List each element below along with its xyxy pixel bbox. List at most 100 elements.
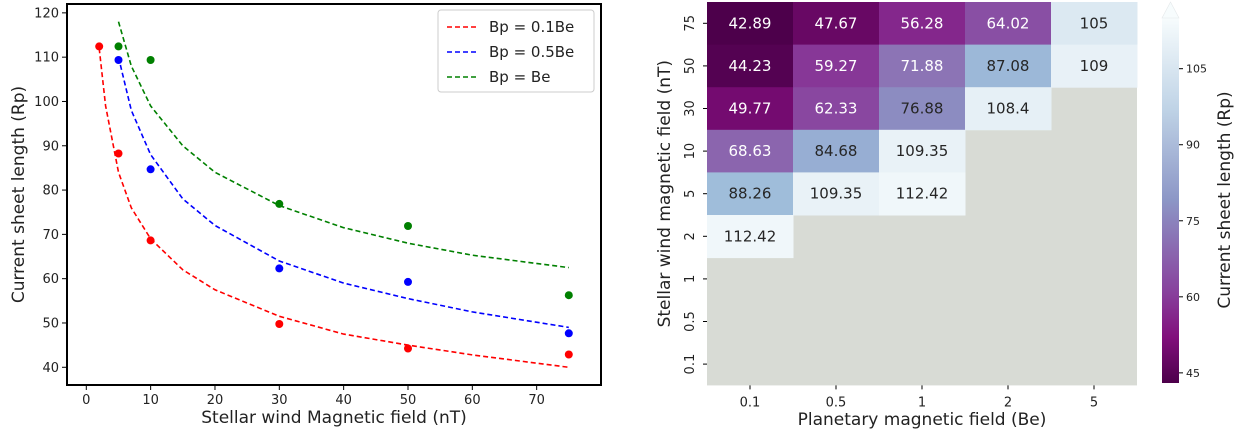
heatmap-cell bbox=[707, 2, 794, 46]
x-tick-label: 20 bbox=[207, 393, 224, 408]
heatmap-cell-label: 44.23 bbox=[729, 57, 772, 75]
data-point-series-1 bbox=[404, 277, 412, 286]
y-tick-label: 50 bbox=[42, 316, 59, 331]
heatmap-cell-label: 49.77 bbox=[729, 100, 772, 118]
y-axis-title: Stellar wind magnetic field (nT) bbox=[655, 60, 675, 327]
fit-curve-series-0 bbox=[98, 48, 569, 369]
data-point-series-0 bbox=[564, 350, 573, 359]
data-point-series-2 bbox=[564, 291, 573, 300]
x-tick-label: 60 bbox=[464, 393, 481, 408]
data-point-series-0 bbox=[95, 42, 104, 51]
heatmap-cell bbox=[707, 87, 794, 131]
heatmap-cell-label: 59.27 bbox=[815, 57, 858, 75]
y-tick-label: 30 bbox=[683, 100, 698, 117]
heatmap-cell-label: 42.89 bbox=[729, 14, 772, 32]
data-point-series-1 bbox=[564, 329, 573, 338]
heatmap-cell-label: 109.35 bbox=[896, 142, 949, 160]
data-point-series-2 bbox=[146, 56, 155, 64]
x-axis-title: Planetary magnetic field (Be) bbox=[798, 410, 1047, 430]
heatmap-cell bbox=[707, 129, 794, 173]
y-tick-label: 90 bbox=[42, 139, 59, 154]
legend-entry: Bp = 0.5Be bbox=[489, 43, 574, 61]
heatmap-cell bbox=[879, 44, 966, 88]
heatmap-cell-label: 56.28 bbox=[901, 14, 944, 32]
heatmap-cell bbox=[1051, 2, 1138, 46]
legend-entry: Bp = 0.1Be bbox=[489, 18, 574, 36]
heatmap-cell bbox=[793, 172, 880, 216]
heatmap-cell-label: 112.42 bbox=[896, 185, 949, 203]
colorbar-title: Current sheet length (Rp) bbox=[1215, 91, 1235, 308]
heatmap-chart: 42.89 47.67 56.28 64.02 105 44.23 59.27 71.88 87… bbox=[655, 1, 1235, 430]
heatmap-cell-label: 108.4 bbox=[987, 100, 1030, 118]
heatmap-cell-label: 68.63 bbox=[729, 142, 772, 160]
colorbar-extend-arrow bbox=[1161, 1, 1180, 19]
heatmap-cell bbox=[707, 44, 794, 88]
heatmap-cell-label: 112.42 bbox=[724, 227, 777, 245]
y-tick-label: 120 bbox=[34, 6, 59, 21]
y-tick-label: 0.5 bbox=[683, 311, 698, 332]
heatmap-cell-label: 76.88 bbox=[901, 100, 944, 118]
x-tick-label: 10 bbox=[142, 393, 159, 408]
heatmap-cell-label: 84.68 bbox=[815, 142, 858, 160]
legend-entry: Bp = Be bbox=[489, 68, 550, 86]
heatmap-cell-label: 88.26 bbox=[729, 185, 772, 203]
heatmap-cell-label: 71.88 bbox=[901, 57, 944, 75]
heatmap-cell-label: 109.35 bbox=[810, 185, 863, 203]
y-tick-label: 40 bbox=[42, 361, 59, 376]
y-tick-label: 0.1 bbox=[683, 354, 698, 375]
data-point-series-0 bbox=[404, 344, 412, 353]
y-tick-label: 50 bbox=[683, 58, 698, 75]
x-tick-label: 70 bbox=[528, 393, 545, 408]
heatmap-cell-label: 87.08 bbox=[987, 57, 1030, 75]
heatmap-cell bbox=[793, 2, 880, 46]
x-axis-title: Stellar wind Magnetic field (nT) bbox=[201, 408, 467, 428]
heatmap-cell bbox=[707, 215, 794, 259]
heatmap-cell bbox=[879, 129, 966, 173]
x-tick-label: 1 bbox=[918, 395, 926, 410]
y-tick-label: 60 bbox=[42, 272, 59, 287]
colorbar bbox=[1162, 18, 1179, 383]
colorbar-tick-label: 45 bbox=[1186, 367, 1200, 380]
fit-curve-series-2 bbox=[117, 21, 569, 269]
data-point-series-2 bbox=[114, 42, 123, 51]
colorbar-tick-label: 75 bbox=[1186, 215, 1200, 228]
colorbar-tick-label: 60 bbox=[1186, 291, 1200, 304]
y-tick-label: 110 bbox=[34, 51, 59, 66]
plot-frame bbox=[66, 3, 602, 386]
heatmap-cell bbox=[879, 87, 966, 131]
heatmap-cell-label: 47.67 bbox=[815, 14, 858, 32]
y-tick-label: 1 bbox=[683, 275, 698, 283]
data-point-series-2 bbox=[404, 222, 412, 230]
fit-curve-series-1 bbox=[117, 57, 569, 329]
y-tick-label: 2 bbox=[683, 232, 698, 240]
heatmap-cell bbox=[965, 2, 1052, 46]
x-tick-label: 30 bbox=[271, 393, 288, 408]
heatmap-cell bbox=[793, 44, 880, 88]
heatmap-cell bbox=[793, 129, 880, 173]
heatmap-cell-label: 62.33 bbox=[815, 100, 858, 118]
data-point-series-1 bbox=[146, 165, 155, 174]
heatmap-cell bbox=[965, 44, 1052, 88]
x-tick-label: 0.1 bbox=[740, 395, 761, 410]
heatmap-cell bbox=[793, 87, 880, 131]
x-tick-label: 0.5 bbox=[826, 395, 847, 410]
legend-box bbox=[437, 9, 595, 93]
heatmap-cell-label: 105 bbox=[1080, 14, 1109, 32]
data-point-series-0 bbox=[146, 236, 155, 245]
y-tick-label: 5 bbox=[683, 190, 698, 198]
line-scatter-chart: 0 10 20 30 40 50 60 70 40 50 60 70 80 90 100 110 120 Stel… bbox=[9, 3, 602, 428]
x-tick-label: 5 bbox=[1090, 395, 1098, 410]
heatmap-cell bbox=[879, 2, 966, 46]
y-tick-label: 70 bbox=[42, 228, 59, 243]
data-point-series-1 bbox=[275, 264, 284, 273]
colorbar-tick-label: 105 bbox=[1186, 63, 1207, 76]
heatmap-cell-label: 64.02 bbox=[987, 14, 1030, 32]
y-tick-label: 75 bbox=[683, 15, 698, 32]
y-tick-label: 100 bbox=[34, 95, 59, 110]
y-axis-title: Current sheet length (Rp) bbox=[9, 86, 29, 303]
heatmap-cell bbox=[879, 172, 966, 216]
x-tick-label: 2 bbox=[1004, 395, 1012, 410]
heatmap-cell-label: 109 bbox=[1080, 57, 1109, 75]
data-point-series-0 bbox=[275, 320, 284, 328]
